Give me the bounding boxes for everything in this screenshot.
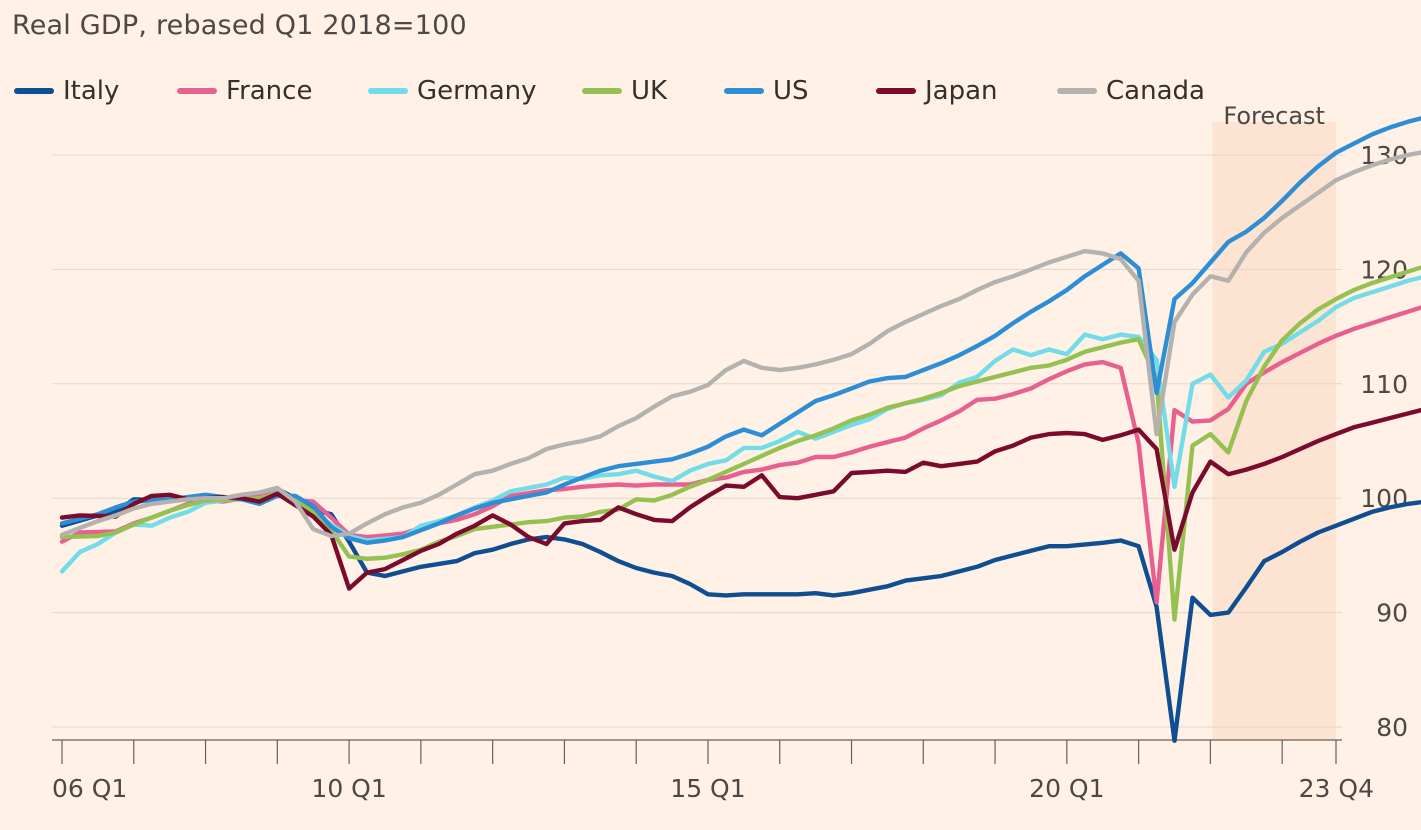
series-line-france: [59, 305, 1421, 605]
legend-swatch: [724, 88, 764, 94]
x-tick-label: 10 Q1: [311, 774, 386, 803]
x-tick-label: 20 Q1: [1029, 774, 1104, 803]
legend-swatch: [876, 88, 916, 94]
series-lines: [59, 116, 1421, 743]
legend-swatch: [177, 88, 217, 94]
y-tick-label: 80: [1376, 713, 1408, 742]
legend-item-canada: Canada: [1057, 74, 1205, 108]
y-tick-label: 90: [1376, 599, 1408, 628]
legend-item-japan: Japan: [876, 74, 998, 108]
legend-label: US: [773, 76, 809, 106]
legend-item-france: France: [177, 74, 312, 108]
chart-title: Real GDP, rebased Q1 2018=100: [12, 10, 467, 41]
x-axis: 06 Q1 10 Q1 15 Q1 20 Q1 23 Q4: [52, 739, 1374, 803]
legend-item-uk: UK: [582, 74, 667, 108]
legend-label: Canada: [1106, 76, 1205, 106]
legend-label: Germany: [417, 76, 537, 106]
y-tick-label: 110: [1360, 370, 1408, 399]
legend-label: Italy: [63, 76, 120, 106]
forecast-label: Forecast: [1223, 102, 1325, 130]
legend-label: France: [226, 76, 313, 106]
x-tick-label: 06 Q1: [52, 774, 127, 803]
legend-label: UK: [631, 76, 668, 106]
series-line-us: [59, 116, 1421, 545]
x-tick-label: 23 Q4: [1299, 774, 1374, 803]
legend-swatch: [1057, 88, 1097, 94]
legend-label: Japan: [925, 76, 998, 106]
legend-swatch: [368, 88, 408, 94]
legend-item-germany: Germany: [368, 74, 537, 108]
legend-swatch: [582, 88, 622, 94]
legend-swatch: [14, 88, 54, 94]
x-tick-label: 15 Q1: [670, 774, 745, 803]
legend-item-us: US: [724, 74, 809, 108]
legend: Italy France Germany UK US Japan Canada: [14, 74, 1394, 108]
series-line-uk: [59, 265, 1421, 622]
series-line-japan: [59, 407, 1421, 591]
series-line-canada: [59, 150, 1421, 539]
legend-item-italy: Italy: [14, 74, 119, 108]
forecast-band: [1212, 122, 1336, 740]
